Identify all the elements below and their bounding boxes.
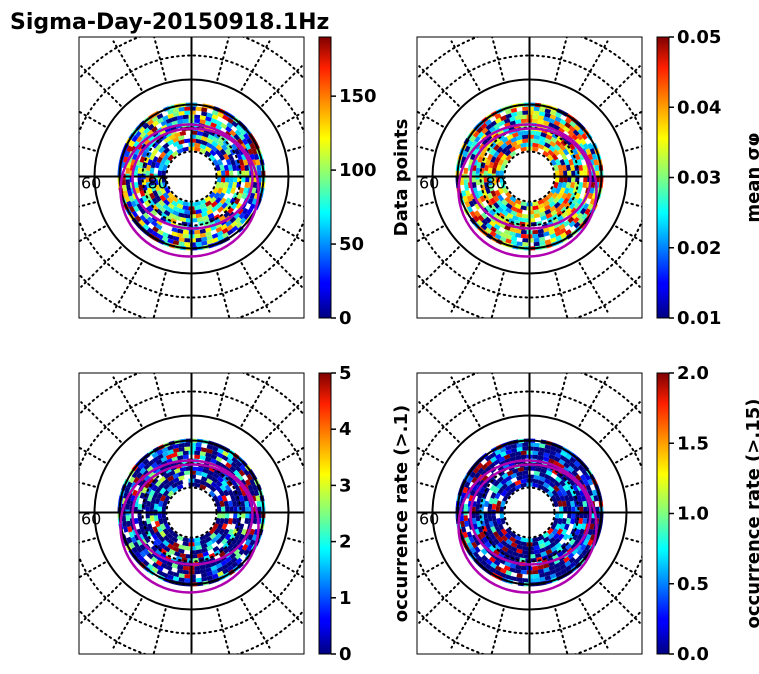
- figure-title: Sigma-Day-20150918.1Hz: [10, 10, 329, 35]
- colorbar-label: mean σφ: [743, 132, 759, 222]
- oval-outer: [457, 459, 598, 594]
- lat-label: 80: [148, 174, 168, 193]
- lat-label: 60: [81, 174, 101, 193]
- colorbar-tick-label: 50: [339, 234, 364, 255]
- colorbar-tick-label: 3: [339, 475, 352, 496]
- oval-outer: [119, 459, 260, 594]
- colorbar-gradient: [318, 372, 332, 655]
- polar-plot-area: [79, 37, 304, 318]
- axes-frame: [416, 372, 643, 655]
- colorbar: 0.01 0.02 0.03 0.04 0.05 mean σφ: [656, 27, 759, 329]
- colorbar-tick-label: 1.0: [677, 504, 709, 525]
- axes-frame: [78, 36, 305, 319]
- colorbar-tick-label: 0.05: [677, 27, 721, 48]
- polar-plot-area: [417, 37, 642, 318]
- colorbar: 0 50 100 150 Data points: [318, 36, 412, 329]
- lat-label: 60: [419, 174, 439, 193]
- colorbar-tick-label: 0.01: [677, 308, 721, 329]
- oval-outer: [457, 123, 598, 258]
- colorbar-tick-label: 150: [339, 86, 377, 107]
- colorbar-gradient: [656, 36, 670, 319]
- colorbar-label: Data points: [391, 119, 412, 237]
- lat-label: 60: [81, 510, 101, 529]
- colorbar-tick-label: 0.04: [677, 97, 721, 118]
- oval-outer: [119, 123, 260, 258]
- colorbar-tick-label: 0.02: [677, 238, 721, 259]
- polar-panel-4: 60 0.0 0.5 1.0 1.5 2.0 occurrence rate (>.15): [416, 363, 759, 665]
- axes-frame: [416, 36, 643, 319]
- colorbar-tick-label: 0: [339, 308, 352, 329]
- colorbar-tick-label: 2.0: [677, 363, 709, 384]
- oval-inner: [469, 463, 592, 566]
- colorbar-tick-label: 0.03: [677, 168, 721, 189]
- polar-plot-area: [79, 373, 304, 654]
- colorbar-tick-label: 5: [339, 363, 352, 384]
- polar-panel-2: 60 80 0.01 0.02 0.03 0.04 0.05 mean σφ: [416, 27, 759, 329]
- colorbar-tick-label: 0.5: [677, 574, 709, 595]
- colorbar-tick-label: 4: [339, 419, 352, 440]
- oval-inner: [131, 127, 254, 230]
- colorbar: 0.0 0.5 1.0 1.5 2.0 occurrence rate (>.15): [656, 363, 759, 665]
- axes-frame: [78, 372, 305, 655]
- colorbar: 0 1 2 3 4 5 occurrence rate (>.1): [318, 363, 412, 665]
- colorbar-tick-label: 1.5: [677, 433, 709, 454]
- polar-plot-area: [417, 373, 642, 654]
- colorbar-tick-label: 1: [339, 588, 352, 609]
- polar-panel-3: 60 0 1 2 3 4 5 occurrence rate (>.1): [78, 363, 412, 665]
- lat-label: 80: [486, 174, 506, 193]
- lat-label: 60: [419, 510, 439, 529]
- polar-panel-1: 60 80 0 50 100 150 Data points: [78, 36, 412, 329]
- colorbar-gradient: [318, 36, 332, 319]
- oval-inner: [131, 463, 254, 566]
- colorbar-label: occurrence rate (>.15): [743, 399, 759, 629]
- colorbar-tick-label: 100: [339, 160, 377, 181]
- colorbar-tick-label: 2: [339, 532, 352, 553]
- colorbar-tick-label: 0: [339, 644, 352, 665]
- oval-inner: [469, 127, 592, 230]
- data-cells: [455, 438, 604, 587]
- colorbar-gradient: [656, 372, 670, 655]
- colorbar-tick-label: 0.0: [677, 644, 709, 665]
- colorbar-label: occurrence rate (>.1): [391, 405, 412, 622]
